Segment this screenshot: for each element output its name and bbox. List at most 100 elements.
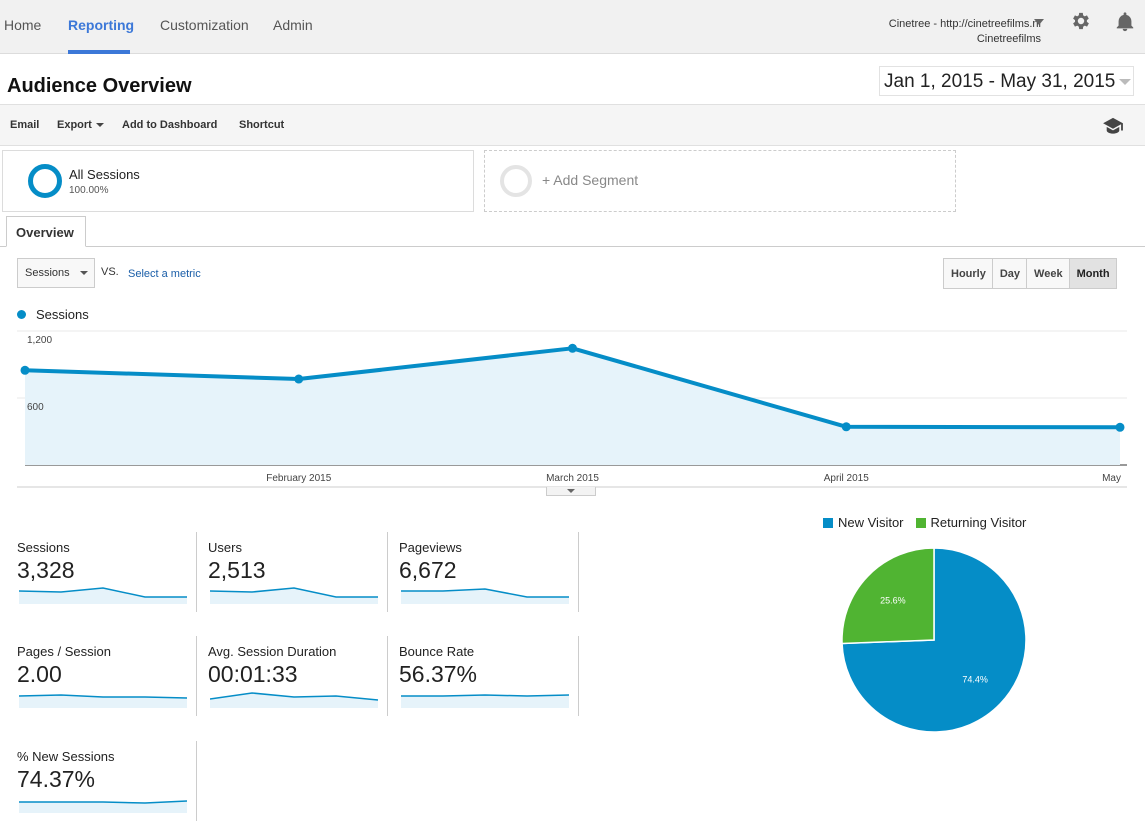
add-segment-button[interactable]: + Add Segment [484,150,956,212]
pie-legend: New Visitor Returning Visitor [823,515,1026,530]
legend-label-sessions: Sessions [36,307,89,322]
segment-ring-icon [28,164,62,198]
chevron-down-icon [80,271,88,275]
metric-value: 3,328 [17,557,75,583]
account-property: Cinetree - http://cinetreefilms.nl [888,18,1041,30]
metric-card[interactable]: Bounce Rate 56.37% [399,636,579,716]
account-view: Cinetreefilms [976,33,1041,45]
sparkline-area [19,695,187,708]
segment-name: All Sessions [69,167,140,182]
metric-label: Bounce Rate [399,644,475,659]
sparkline-line [19,587,187,598]
sessions-point[interactable] [294,374,304,384]
date-end: May 31, 2015 [1000,71,1116,92]
metric-sparkline [19,800,188,813]
sparkline-line [401,694,570,697]
chevron-down-icon[interactable] [1034,19,1044,25]
sparkline-line [210,587,378,598]
add-segment-label: + Add Segment [542,172,639,188]
sparkline-area [19,801,187,813]
sessions-point[interactable] [568,343,577,353]
metric-value: 6,672 [399,557,457,583]
sparkline-line [19,694,188,699]
account-selector[interactable]: Cinetree - http://cinetreefilms.nl Cinet… [889,17,1041,47]
granularity-week-button[interactable]: Week [1027,259,1070,288]
metric-sparkline [401,588,569,604]
metric-value: 2.00 [17,661,62,687]
sessions-area [25,348,1120,465]
nav-active-indicator [68,50,130,54]
graduation-cap-icon[interactable] [1102,117,1124,135]
visitor-pie-chart: 74.4% 25.6% [841,547,1027,733]
pie-slice-label: 74.4% [962,675,988,685]
metric-label: Pages / Session [17,644,111,659]
export-button[interactable]: Export [57,119,104,131]
bell-icon[interactable] [1114,10,1136,34]
metric-sparkline [19,587,187,604]
top-nav: Home Reporting Customization Admin Cinet… [0,0,1145,54]
date-start: Jan 1, 2015 [884,71,984,92]
metric-label: Avg. Session Duration [208,644,337,659]
sessions-point[interactable] [841,422,851,432]
metric-card[interactable]: Sessions 3,328 [17,532,197,612]
granularity-hourly-button[interactable]: Hourly [944,259,993,288]
metric-sparkline [210,587,378,604]
x-tick-label: April 2015 [824,473,869,484]
gear-icon[interactable] [1070,10,1092,32]
date-separator: - [983,71,1001,92]
segment-percent: 100.00% [69,185,109,196]
sessions-point[interactable] [1115,422,1125,432]
sessions-point[interactable] [20,365,30,375]
nav-customization[interactable]: Customization [160,17,249,33]
pie-slice-returning-visitor[interactable] [841,547,935,645]
metric-value: 00:01:33 [208,661,298,687]
segment-all-sessions[interactable]: All Sessions 100.00% [2,150,474,212]
metric-value: 2,513 [208,557,266,583]
metric-card[interactable]: Users 2,513 [208,532,388,612]
email-button[interactable]: Email [10,119,40,131]
sparkline-area [401,695,569,708]
metric-card[interactable]: % New Sessions 74.37% [17,741,197,821]
chevron-down-icon [567,489,575,493]
date-range-picker[interactable]: Jan 1, 2015 - May 31, 2015 [879,66,1134,96]
sparkline-line [19,800,188,804]
nav-admin[interactable]: Admin [273,17,313,33]
sessions-line-chart: 1,200 600 February 2015 March 2015 April 201… [17,330,1127,488]
sparkline-area [19,588,187,604]
pie-legend-item: Returning Visitor [915,515,1027,530]
x-tick-label: March 2015 [546,473,599,484]
shortcut-button[interactable]: Shortcut [239,119,285,131]
chevron-down-icon [95,123,104,128]
legend-label-new-visitor: New Visitor [838,515,904,530]
x-tick-label: February 2015 [266,473,331,484]
sparkline-line [401,588,569,598]
legend-label-returning-visitor: Returning Visitor [930,515,1027,530]
metric-label: Sessions [17,540,70,555]
x-tick-label: May [1102,473,1121,484]
metric-card[interactable]: Pages / Session 2.00 [17,636,197,716]
metric-card[interactable]: Avg. Session Duration 00:01:33 [208,636,388,716]
nav-home[interactable]: Home [4,17,42,33]
metric-card[interactable]: Pageviews 6,672 [399,532,579,612]
add-to-dashboard-button[interactable]: Add to Dashboard [122,119,218,131]
tab-overview[interactable]: Overview [6,216,86,247]
granularity-day-button[interactable]: Day [993,259,1028,288]
chevron-down-icon[interactable] [1119,79,1131,85]
select-metric-link[interactable]: Select a metric [128,268,201,280]
page-title: Audience Overview [7,75,192,97]
segment-ring-icon [500,165,532,197]
granularity-month-button[interactable]: Month [1069,259,1116,288]
nav-reporting[interactable]: Reporting [68,17,135,33]
metric-value: 56.37% [399,661,478,687]
y-tick-label: 1,200 [27,335,52,346]
legend-swatch-sessions [17,310,26,319]
tab-divider [0,246,1145,247]
metric-sparkline [210,692,379,708]
metric-label: Users [208,540,242,555]
pie-legend-item: New Visitor [823,515,904,530]
y-tick-label: 600 [27,402,44,413]
report-toolbar: Email Export Add to Dashboard Shortcut [0,104,1145,146]
legend-swatch-new-visitor [823,517,833,528]
pie-slice-label: 25.6% [880,595,906,605]
sparkline-line [210,692,379,701]
